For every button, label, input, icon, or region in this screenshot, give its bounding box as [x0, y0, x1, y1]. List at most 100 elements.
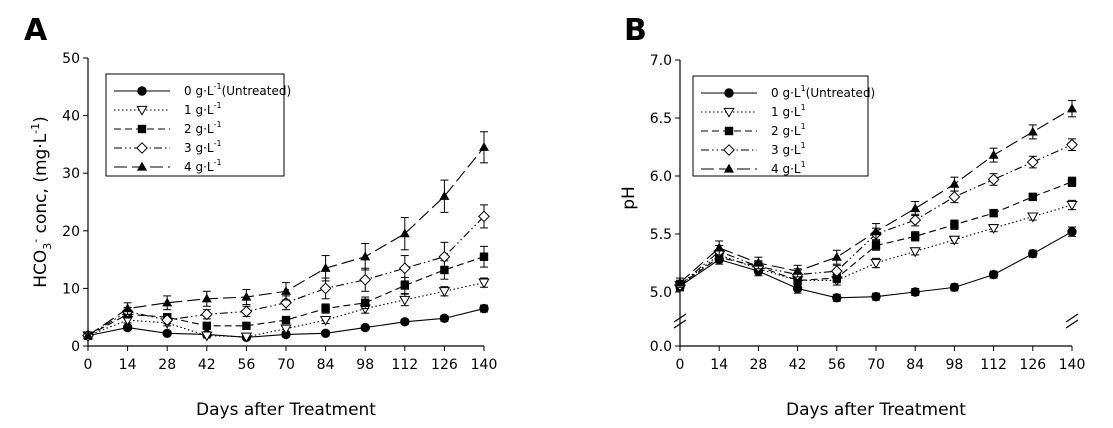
- data-point: [201, 331, 213, 342]
- legend-label-base: 2 g·L: [184, 122, 214, 136]
- data-point: [988, 269, 999, 280]
- y-axis-title: HCO3- conc, (mg·L-1): [29, 116, 54, 288]
- x-tick-label: 140: [471, 357, 498, 373]
- y-tick-label: 7.0: [650, 53, 672, 69]
- axes: 0 14 28 42 56 70 84 98 112 126 140 0 10 20 30 40 50: [62, 51, 497, 373]
- data-point: [753, 257, 764, 267]
- legend-label-base: 1 g·L: [771, 105, 801, 119]
- data-point: [948, 235, 961, 246]
- legend-label: 0 g·L-1(Untreated): [184, 82, 291, 98]
- data-point: [359, 273, 372, 286]
- data-point: [949, 282, 960, 293]
- data-point: [161, 314, 174, 326]
- data-point: [360, 251, 371, 261]
- x-tick-label: 0: [84, 357, 93, 373]
- x-tick-label: 14: [119, 357, 137, 373]
- legend-label-base: 2 g·L: [771, 124, 801, 138]
- data-point: [948, 190, 961, 203]
- legend-label: 2 g·L-1: [184, 120, 222, 136]
- legend-label-base: 0 g·L: [184, 84, 214, 98]
- legend-label-sup: -1: [214, 158, 222, 167]
- legend-marker: [724, 163, 734, 173]
- data-point: [871, 241, 881, 250]
- x-tick-label: 14: [710, 357, 728, 373]
- y-tick-label: 0.0: [650, 339, 672, 355]
- y-axis-title-rest: conc, (mg·L: [31, 133, 51, 238]
- chart-panel-b: B 0 14 28 42 56 70 84 98 112 126 140 0.0 5.0 5.5 6.0 6.5…: [556, 0, 1113, 428]
- x-tick-label: 56: [237, 357, 255, 373]
- data-point: [949, 178, 960, 188]
- data-point: [83, 330, 93, 340]
- data-point: [438, 287, 451, 298]
- x-tick-label: 84: [906, 357, 924, 373]
- data-point: [1027, 126, 1038, 136]
- legend-label: 4 g·L-1: [184, 158, 222, 174]
- data-point: [280, 324, 292, 335]
- data-point: [831, 252, 842, 261]
- data-point: [242, 321, 251, 331]
- legend-label: 3 g·L1: [771, 141, 806, 157]
- axis-break-mark: [1065, 313, 1079, 323]
- data-point: [989, 208, 998, 218]
- legend-label-sup: 1: [801, 103, 806, 112]
- data-point: [281, 315, 291, 325]
- series-line: [87, 282, 485, 338]
- legend-label-sup: -1: [214, 82, 222, 91]
- y-axis-title-sup: -: [29, 239, 42, 243]
- x-tick-label: 28: [749, 357, 767, 373]
- x-axis-title: Days after Treatment: [196, 400, 376, 420]
- data-point: [910, 203, 921, 213]
- y-tick-label: 50: [62, 51, 80, 67]
- y-tick-label: 30: [62, 166, 80, 182]
- legend-marker: [723, 144, 735, 156]
- data-point: [398, 262, 411, 275]
- x-tick-label: 70: [867, 357, 885, 373]
- legend-label-sup: 1: [801, 160, 806, 169]
- data-point: [319, 282, 332, 295]
- data-point: [479, 252, 489, 261]
- data-point: [321, 304, 330, 313]
- legend-label-base: 0 g·L: [771, 86, 801, 100]
- legend-label-sup: -1: [214, 101, 222, 110]
- chart-b-svg: B 0 14 28 42 56 70 84 98 112 126 140 0.0 5.0 5.5 6.0 6.5…: [619, 13, 1086, 420]
- data-point: [400, 281, 409, 290]
- legend-label-suffix: (Untreated): [806, 86, 876, 100]
- data-point: [1067, 103, 1077, 113]
- x-tick-label: 70: [277, 357, 295, 373]
- data-point: [200, 308, 213, 321]
- x-tick-label: 112: [391, 357, 418, 373]
- data-point: [987, 224, 1000, 235]
- chart-panel-a: A 0 14 28 42 56 70 84 98 112 126 140 0 10 20 30 40 50 Days…: [0, 0, 556, 428]
- data-point: [281, 286, 291, 295]
- legend-marker: [137, 124, 147, 134]
- series-0: [675, 226, 1077, 303]
- data-point: [1028, 192, 1037, 202]
- data-point: [162, 328, 172, 339]
- y-tick-label: 0: [71, 339, 80, 355]
- y-axis-title-sup2: -1: [29, 123, 42, 134]
- data-point: [1067, 226, 1077, 237]
- legend-label: 3 g·L-1: [184, 139, 222, 155]
- legend-label: 1 g·L-1: [184, 101, 222, 117]
- data-point: [439, 313, 450, 324]
- data-point: [911, 232, 920, 241]
- data-point: [319, 315, 332, 326]
- y-axis-title: pH: [619, 186, 639, 210]
- axis-break-mark: [673, 319, 687, 329]
- legend-label: 0 g·L1(Untreated): [771, 84, 875, 100]
- data-point: [201, 293, 212, 303]
- panel-label: A: [24, 13, 48, 48]
- data-point: [675, 277, 685, 287]
- data-point: [830, 265, 843, 278]
- data-point: [241, 291, 252, 301]
- data-point: [478, 278, 490, 289]
- y-axis-title-sub: 3: [41, 243, 54, 250]
- legend-label-base: 1 g·L: [184, 103, 214, 117]
- y-axis-title-main: HCO: [31, 250, 51, 288]
- data-point: [439, 191, 450, 200]
- axes: 0 14 28 42 56 70 84 98 112 126 140 0.0 5.0 5.5 6.0 6.5 7…: [650, 53, 1086, 373]
- series-4: [675, 100, 1077, 288]
- data-point: [987, 173, 1000, 186]
- data-point: [320, 263, 331, 272]
- legend-marker: [136, 105, 148, 116]
